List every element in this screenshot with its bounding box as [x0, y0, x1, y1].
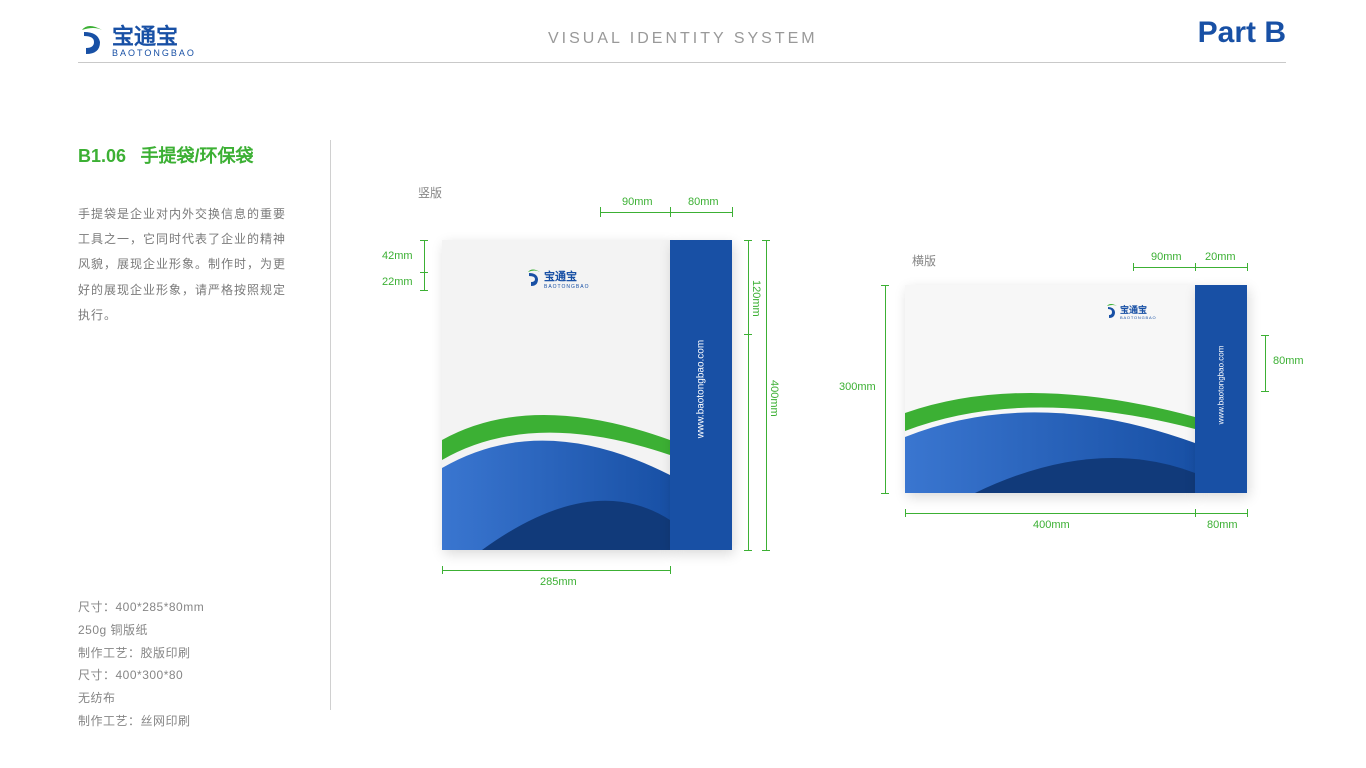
dim-tick — [762, 550, 770, 551]
dim-tick — [905, 509, 906, 517]
header-divider — [78, 62, 1286, 63]
spec-line: 250g 铜版纸 — [78, 619, 204, 642]
dim-tick — [670, 207, 671, 217]
section-code: B1.06 — [78, 146, 126, 167]
dim-tick — [1133, 263, 1134, 271]
brand-logo: 宝通宝 BAOTONGBAO — [78, 24, 228, 64]
bag-brand-en: BAOTONGBAO — [544, 284, 589, 290]
dim-label: 22mm — [382, 276, 413, 288]
dim-line — [1265, 335, 1266, 391]
left-column: B1.06 手提袋/环保袋 手提袋是企业对内外交换信息的重要工具之一，它同时代表… — [78, 142, 298, 328]
bag-url: www.baotongbao.com — [696, 340, 707, 438]
dim-label: 80mm — [1273, 355, 1304, 367]
vi-manual-page: 宝通宝 BAOTONGBAO VISUAL IDENTITY SYSTEM Pa… — [0, 0, 1366, 768]
dim-label: 80mm — [1207, 519, 1238, 531]
dim-tick — [1247, 263, 1248, 271]
dim-tick — [600, 207, 601, 217]
brand-en: BAOTONGBAO — [112, 48, 196, 58]
dim-tick — [420, 272, 428, 273]
bag-url: www.baotongbao.com — [1217, 345, 1226, 424]
dim-label: 90mm — [622, 196, 653, 208]
dim-tick — [744, 240, 752, 241]
part-label: Part B — [1198, 16, 1286, 50]
spec-block: 尺寸：400*285*80mm 250g 铜版纸 制作工艺：胶版印刷 尺寸：40… — [78, 596, 204, 733]
system-title: VISUAL IDENTITY SYSTEM — [548, 30, 818, 48]
dim-tick — [1247, 509, 1248, 517]
dim-label: 80mm — [688, 196, 719, 208]
dim-line — [748, 240, 749, 550]
bag-landscape-side: www.baotongbao.com — [1195, 285, 1247, 493]
bag-portrait-front: 宝通宝 BAOTONGBAO — [442, 240, 670, 550]
bag-portrait: 90mm 80mm 42mm 22mm 120mm 400mm 285mm — [442, 240, 670, 550]
brand-cn: 宝通宝 — [112, 24, 178, 49]
dim-tick — [1195, 509, 1196, 517]
dim-line — [424, 240, 425, 290]
portrait-label: 竖版 — [418, 184, 442, 201]
section-description: 手提袋是企业对内外交换信息的重要工具之一，它同时代表了企业的精神风貌，展现企业形… — [78, 202, 298, 328]
dim-line — [885, 285, 886, 493]
dim-tick — [1195, 263, 1196, 271]
section-title: 手提袋/环保袋 — [141, 142, 254, 168]
bag-brand-mark: 宝通宝 BAOTONGBAO — [526, 268, 604, 290]
dim-label: 20mm — [1205, 251, 1236, 263]
bag-brand-en: BAOTONGBAO — [1120, 315, 1156, 320]
dim-line — [600, 212, 732, 213]
spec-line: 尺寸：400*285*80mm — [78, 596, 204, 619]
spec-line: 无纺布 — [78, 687, 204, 710]
dim-label: 400mm — [768, 380, 780, 417]
dim-label: 120mm — [750, 280, 762, 317]
dim-tick — [1261, 391, 1269, 392]
dim-tick — [1261, 335, 1269, 336]
dim-tick — [744, 334, 752, 335]
page-header: 宝通宝 BAOTONGBAO VISUAL IDENTITY SYSTEM Pa… — [0, 24, 1366, 74]
bag-landscape: 90mm 20mm 300mm 80mm 400mm 80mm — [905, 285, 1195, 493]
spec-line: 制作工艺：胶版印刷 — [78, 642, 204, 665]
diagram-area: 竖版 90mm 80mm 42mm 22mm 120mm — [330, 140, 1286, 728]
dim-line — [1133, 267, 1247, 268]
dim-label: 400mm — [1033, 519, 1070, 531]
dim-tick — [670, 566, 671, 574]
bag-landscape-front: 宝通宝 BAOTONGBAO — [905, 285, 1195, 493]
dim-label: 300mm — [839, 381, 876, 393]
dim-label: 42mm — [382, 250, 413, 262]
bag-brand-mark: 宝通宝 BAOTONGBAO — [1105, 303, 1169, 321]
dim-tick — [420, 240, 428, 241]
dim-label: 90mm — [1151, 251, 1182, 263]
dim-tick — [420, 290, 428, 291]
dim-tick — [442, 566, 443, 574]
dim-tick — [732, 207, 733, 217]
dim-line — [442, 570, 670, 571]
dim-tick — [881, 285, 889, 286]
dim-label: 285mm — [540, 576, 577, 588]
dim-line — [766, 240, 767, 550]
dim-tick — [762, 240, 770, 241]
landscape-label: 横版 — [912, 252, 936, 269]
bag-brand-cn: 宝通宝 — [1120, 304, 1147, 315]
spec-line: 制作工艺：丝网印刷 — [78, 710, 204, 733]
dim-tick — [881, 493, 889, 494]
bag-brand-cn: 宝通宝 — [544, 269, 577, 283]
spec-line: 尺寸：400*300*80 — [78, 664, 204, 687]
bag-portrait-side: www.baotongbao.com — [670, 240, 732, 550]
dim-tick — [744, 550, 752, 551]
